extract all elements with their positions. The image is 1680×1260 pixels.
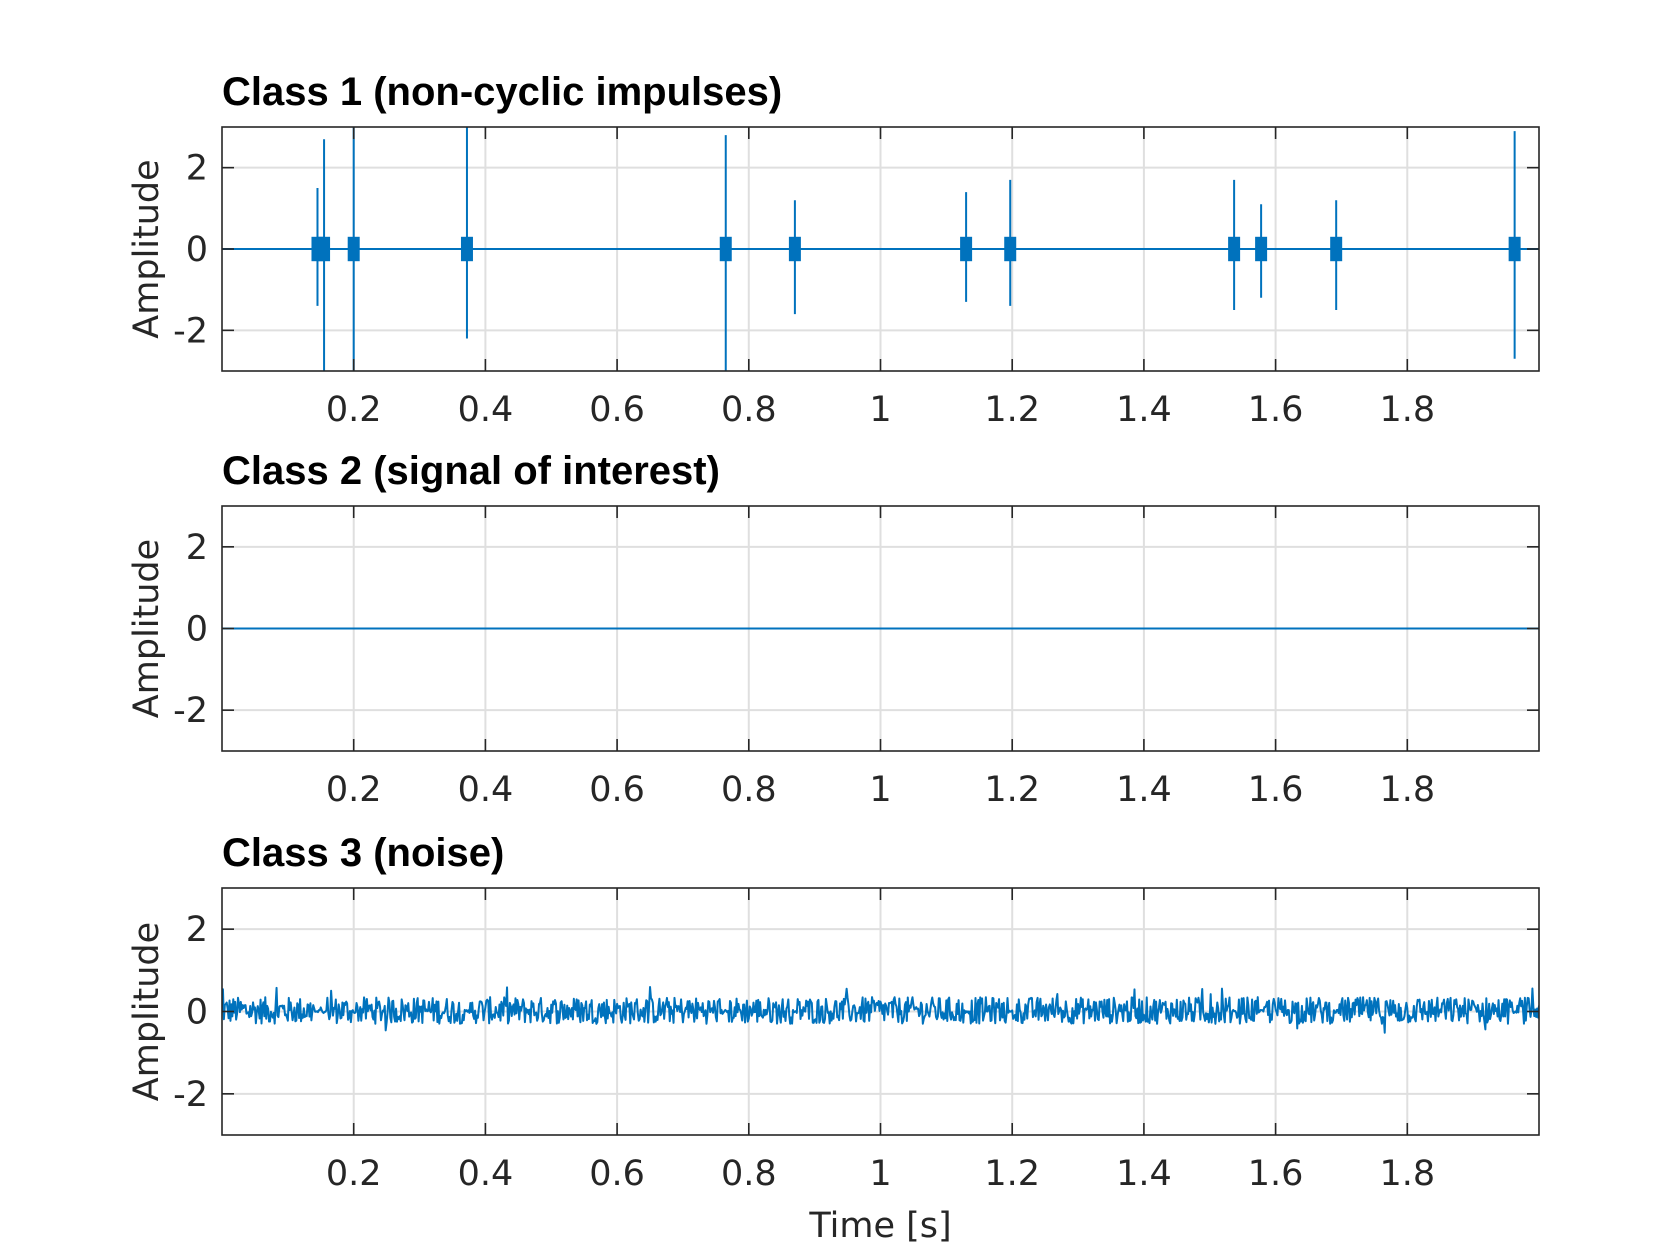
- x-tick-label: 0.6: [589, 390, 645, 430]
- y-axis-label: Amplitude: [127, 159, 167, 338]
- x-tick-label: 0.4: [458, 390, 514, 430]
- x-tick-label: 1.6: [1248, 770, 1304, 810]
- x-tick-label: 0.8: [721, 390, 777, 430]
- impulse-burst: [1255, 236, 1268, 262]
- x-tick-label: 0.4: [458, 1154, 514, 1194]
- y-tick-label: 2: [186, 910, 208, 950]
- x-tick-label: 0.4: [458, 770, 514, 810]
- x-tick-label: 0.2: [326, 1154, 382, 1194]
- x-tick-label: 0.2: [326, 770, 382, 810]
- impulse-burst: [1228, 236, 1241, 262]
- x-tick-label: 1.4: [1116, 770, 1172, 810]
- x-tick-label: 1.2: [984, 1154, 1040, 1194]
- panel-class-1: 0.2 0.4 0.6 0.8 1 1.2 1.4 1.6 1.8 -2 0 2 Class 1 (no…: [127, 70, 1540, 430]
- x-tick-label: 1.8: [1379, 770, 1435, 810]
- x-tick-label: 0.2: [326, 390, 382, 430]
- series-group: [222, 986, 1539, 1034]
- impulse-burst: [460, 236, 473, 262]
- impulse-burst: [788, 236, 801, 262]
- series-group: [222, 127, 1539, 371]
- x-tick-label: 1: [869, 390, 891, 430]
- y-axis-label: Amplitude: [127, 539, 167, 718]
- x-tick-label: 1.2: [984, 390, 1040, 430]
- impulse-burst: [719, 236, 732, 262]
- x-tick-label: 1.8: [1379, 1154, 1435, 1194]
- noise-trace: [222, 986, 1539, 1034]
- x-tick-label: 1.8: [1379, 390, 1435, 430]
- impulse-burst: [1004, 236, 1017, 262]
- y-tick-label: 0: [186, 230, 208, 270]
- panel-title: Class 1 (non-cyclic impulses): [222, 70, 782, 114]
- y-tick-label: -2: [173, 691, 208, 731]
- panel-title: Class 2 (signal of interest): [222, 449, 720, 493]
- y-tick-label: -2: [173, 1075, 208, 1115]
- y-tick-label: 0: [186, 993, 208, 1033]
- x-tick-label: 0.6: [589, 1154, 645, 1194]
- impulse-burst: [1330, 236, 1343, 262]
- x-tick-label: 1.6: [1248, 390, 1304, 430]
- x-tick-label: 1.4: [1116, 390, 1172, 430]
- panel-class-2: 0.2 0.4 0.6 0.8 1 1.2 1.4 1.6 1.8 -2 0 2 Class 2 (si…: [127, 449, 1540, 810]
- y-tick-label: 2: [186, 528, 208, 568]
- x-tick-label: 0.8: [721, 1154, 777, 1194]
- x-tick-label: 1: [869, 1154, 891, 1194]
- x-tick-label: 0.6: [589, 770, 645, 810]
- panel-title: Class 3 (noise): [222, 831, 504, 875]
- impulse-burst: [318, 236, 331, 262]
- y-tick-label: -2: [173, 311, 208, 351]
- x-tick-label: 1: [869, 770, 891, 810]
- y-axis-label: Amplitude: [127, 922, 167, 1101]
- panel-class-3: 0.2 0.4 0.6 0.8 1 1.2 1.4 1.6 1.8 -2 0 2 Class 3 (no…: [127, 831, 1540, 1246]
- impulse-burst: [960, 236, 973, 262]
- y-tick-label: 0: [186, 610, 208, 650]
- x-axis-label: Time [s]: [808, 1206, 951, 1246]
- impulse-burst: [347, 236, 360, 262]
- x-tick-label: 1.2: [984, 770, 1040, 810]
- y-tick-label: 2: [186, 149, 208, 189]
- x-tick-label: 1.4: [1116, 1154, 1172, 1194]
- x-tick-label: 1.6: [1248, 1154, 1304, 1194]
- impulse-burst: [1508, 236, 1521, 262]
- x-tick-label: 0.8: [721, 770, 777, 810]
